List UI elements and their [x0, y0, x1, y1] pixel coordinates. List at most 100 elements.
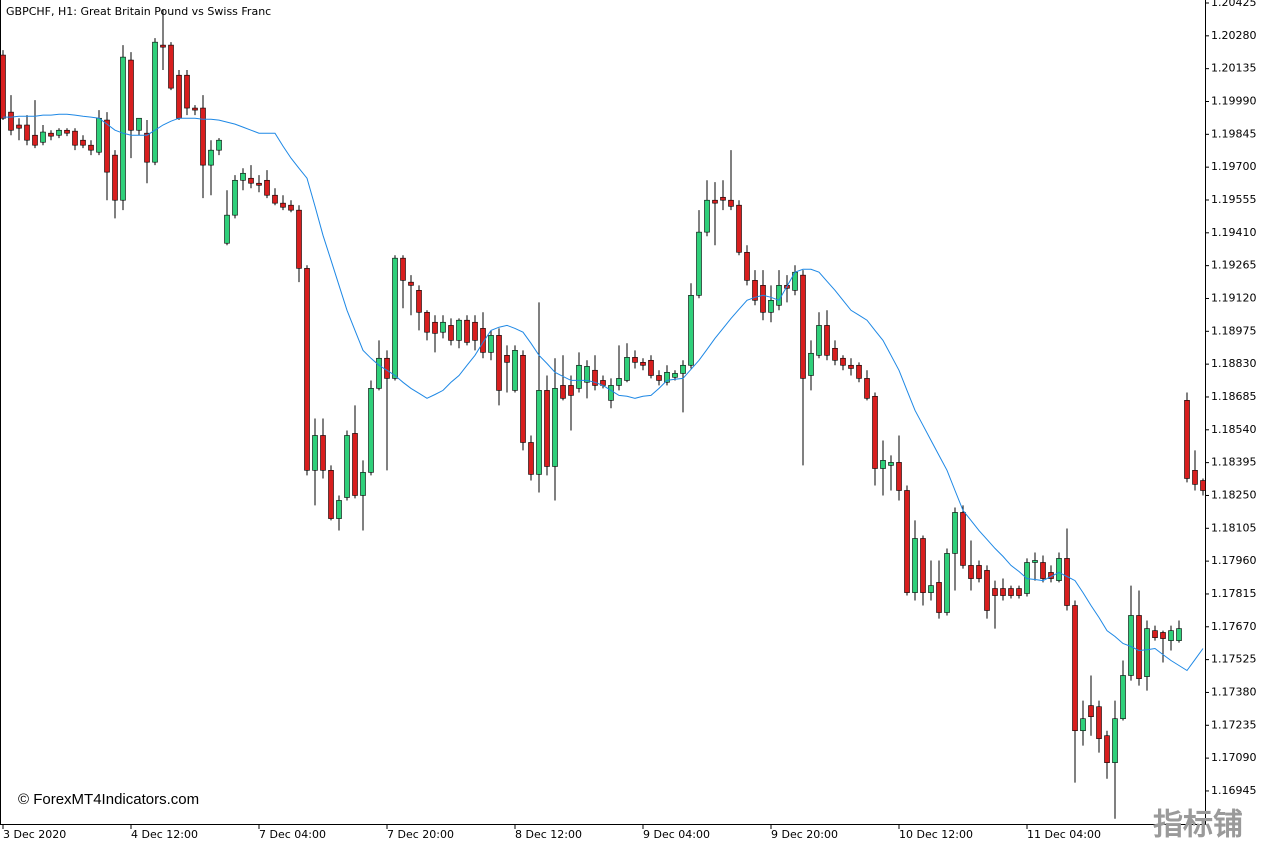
candle-body — [512, 350, 518, 391]
candle-body — [80, 139, 86, 146]
candle-body — [1064, 558, 1070, 606]
candle-body — [768, 299, 774, 313]
candle-body — [120, 56, 126, 201]
y-tick-label: 1.19700 — [1211, 160, 1257, 173]
candle-body — [144, 132, 150, 163]
candle-body — [672, 373, 678, 378]
candle-body — [288, 204, 294, 211]
candle-body — [704, 199, 710, 233]
candle-body — [920, 538, 926, 593]
candle-body — [456, 319, 462, 341]
candle-body — [840, 357, 846, 366]
candle-body — [856, 364, 862, 379]
candle-body — [800, 274, 806, 379]
candle-body — [480, 328, 486, 353]
candle-body — [984, 570, 990, 611]
candle-body — [112, 154, 118, 201]
candle-body — [688, 295, 694, 366]
candle-body — [256, 182, 262, 186]
candle-body — [88, 144, 94, 151]
candle-body — [376, 357, 382, 389]
candle-body — [776, 285, 782, 306]
x-tick-label: 7 Dec 20:00 — [387, 828, 454, 841]
candle-body — [888, 462, 894, 466]
candle-body — [240, 172, 246, 181]
candle-body — [320, 435, 326, 471]
candle-body — [752, 280, 758, 301]
candle-body — [1144, 628, 1150, 677]
candle-body — [1056, 558, 1062, 581]
candle-body — [1000, 588, 1006, 596]
candle-body — [96, 117, 102, 153]
candle-body — [424, 311, 430, 333]
candle-body — [1176, 628, 1182, 641]
candle-body — [440, 321, 446, 333]
candle-body — [1080, 718, 1086, 732]
chart-title: GBPCHF, H1: Great Britain Pound vs Swiss… — [6, 5, 271, 18]
candle-body — [200, 107, 206, 166]
candle-body — [744, 251, 750, 281]
y-tick-label: 1.17525 — [1211, 653, 1257, 666]
candle-body — [832, 347, 838, 361]
candle-body — [432, 321, 438, 334]
candle-body — [136, 117, 142, 131]
candle-body — [760, 285, 766, 313]
x-tick-label: 3 Dec 2020 — [3, 828, 66, 841]
candle-body — [336, 500, 342, 519]
x-tick-label: 10 Dec 12:00 — [899, 828, 973, 841]
plot-area — [0, 10, 1206, 819]
candle-body — [488, 335, 494, 353]
candle-body — [544, 390, 550, 467]
candle-body — [736, 204, 742, 253]
candle-body — [560, 385, 566, 399]
candle-body — [848, 364, 854, 369]
candle-body — [1032, 560, 1038, 563]
candle-body — [48, 132, 54, 137]
candle-body — [968, 565, 974, 579]
candle-body — [1160, 632, 1166, 639]
y-tick-label: 1.18685 — [1211, 390, 1257, 403]
corner-mark: 指标铺 — [1153, 808, 1243, 843]
x-tick-label: 8 Dec 12:00 — [515, 828, 582, 841]
candle-body — [1040, 562, 1046, 579]
candle-body — [648, 359, 654, 376]
y-tick-label: 1.17670 — [1211, 620, 1257, 633]
candle-body — [0, 54, 6, 119]
candle-body — [632, 357, 638, 363]
candle-body — [232, 179, 238, 216]
candle-body — [912, 538, 918, 593]
watermark: © ForexMT4Indicators.com — [18, 791, 199, 808]
candle-body — [32, 134, 38, 146]
y-tick-label: 1.17235 — [1211, 718, 1257, 731]
candle-body — [552, 388, 558, 467]
candle-body — [152, 41, 158, 163]
y-tick-label: 1.19410 — [1211, 226, 1257, 239]
candle-body — [728, 199, 734, 207]
candle-body — [1016, 588, 1022, 596]
candle-body — [448, 325, 454, 341]
y-tick-label: 1.20135 — [1211, 62, 1257, 75]
x-tick-label: 4 Dec 12:00 — [131, 828, 198, 841]
y-tick-label: 1.20425 — [1211, 0, 1257, 9]
candle-body — [8, 111, 14, 131]
candle-body — [312, 435, 318, 471]
candle-body — [568, 385, 574, 396]
candle-body — [224, 214, 230, 244]
candle-body — [56, 129, 62, 136]
y-tick-label: 1.18975 — [1211, 324, 1257, 337]
candle-body — [680, 364, 686, 374]
candle-body — [368, 388, 374, 473]
candle-body — [992, 588, 998, 596]
candle-body — [352, 433, 358, 496]
candle-body — [896, 462, 902, 491]
candle-body — [960, 512, 966, 566]
candle-body — [1120, 675, 1126, 720]
y-tick-label: 1.16945 — [1211, 784, 1257, 797]
x-tick-label: 9 Dec 04:00 — [643, 828, 710, 841]
candle-body — [584, 366, 590, 383]
candle-body — [536, 390, 542, 475]
candle-body — [216, 139, 222, 151]
candle-body — [392, 257, 398, 379]
